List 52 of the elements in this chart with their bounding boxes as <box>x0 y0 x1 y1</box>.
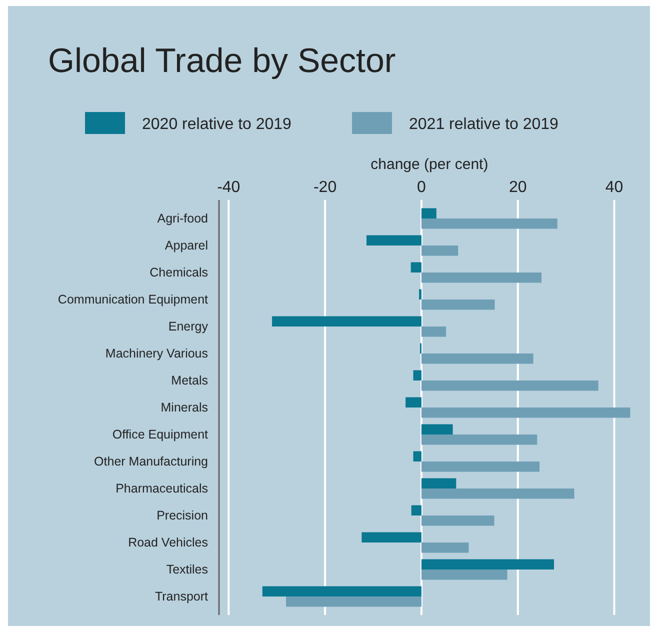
y-tick-label: Minerals <box>160 400 208 414</box>
y-tick-label: Office Equipment <box>112 428 209 442</box>
bar <box>421 462 540 472</box>
bar <box>262 586 422 596</box>
bar <box>286 596 422 607</box>
y-tick-label: Precision <box>156 508 208 522</box>
chart-title: Global Trade by Sector <box>48 42 396 80</box>
bar <box>421 542 469 553</box>
bar <box>421 570 508 580</box>
x-tick-label: -20 <box>313 179 337 196</box>
y-tick-label: Road Vehicles <box>128 536 208 550</box>
bar <box>421 434 538 445</box>
bar <box>366 235 422 246</box>
y-tick-label: Communication Equipment <box>58 292 209 306</box>
y-tick-label: Energy <box>168 320 209 334</box>
bar <box>411 505 422 516</box>
bar <box>421 208 436 218</box>
y-tick-label: Agri-food <box>157 212 208 226</box>
legend-label: 2021 relative to 2019 <box>409 116 559 133</box>
bar <box>272 316 422 326</box>
y-tick-label: Textiles <box>166 562 208 576</box>
bar <box>421 300 495 310</box>
bar <box>421 354 534 364</box>
bar <box>421 408 630 418</box>
bar <box>421 488 574 499</box>
x-tick-label: 40 <box>605 179 624 196</box>
y-tick-label: Apparel <box>164 238 208 252</box>
x-tick-label: 20 <box>508 179 527 196</box>
bar <box>421 516 494 526</box>
y-tick-label: Metals <box>171 374 208 388</box>
x-axis-title: change (per cent) <box>370 156 488 173</box>
bar <box>421 326 446 337</box>
bar <box>413 451 422 462</box>
bar <box>421 424 453 434</box>
bar <box>410 262 422 272</box>
bar <box>421 380 598 391</box>
x-tick-label: 0 <box>416 179 426 196</box>
bar <box>421 246 458 256</box>
bar <box>362 532 422 542</box>
y-tick-label: Pharmaceuticals <box>116 482 208 496</box>
x-tick-label: -40 <box>217 179 240 196</box>
legend-label: 2020 relative to 2019 <box>142 116 292 133</box>
bar <box>421 218 558 229</box>
y-tick-label: Chemicals <box>150 266 208 280</box>
bar <box>413 370 422 380</box>
bar <box>421 478 456 488</box>
bar <box>406 397 422 408</box>
bar <box>421 272 542 283</box>
y-tick-label: Transport <box>154 590 209 604</box>
y-tick-label: Other Manufacturing <box>94 454 208 468</box>
bar <box>421 559 554 570</box>
y-tick-label: Machinery Various <box>105 346 208 360</box>
